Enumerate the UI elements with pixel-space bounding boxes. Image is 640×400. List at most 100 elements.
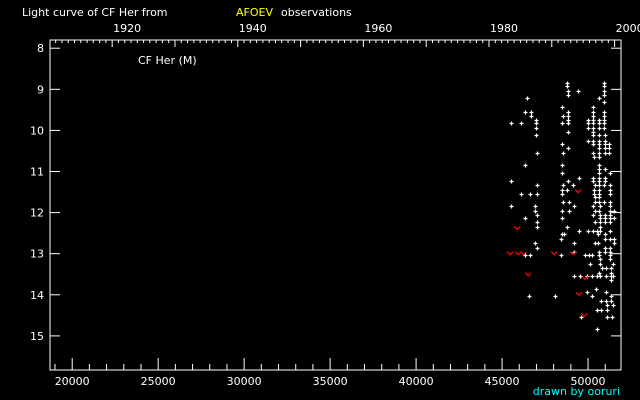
- observation-point: [535, 213, 540, 218]
- observation-point: [535, 246, 540, 251]
- observation-point: [593, 200, 598, 205]
- observation-point: [560, 163, 565, 168]
- observation-point: [603, 142, 608, 147]
- observation-point: [605, 315, 610, 320]
- observation-point: [519, 192, 524, 197]
- top-tick-label: 1980: [490, 22, 518, 35]
- observation-point: [561, 183, 566, 188]
- data-marks: [506, 81, 617, 332]
- observation-point: [590, 253, 595, 258]
- observation-point: [595, 327, 600, 332]
- observation-point: [605, 308, 610, 313]
- x-tick-label: 20000: [55, 375, 90, 388]
- observation-point: [608, 204, 613, 209]
- observation-point: [529, 114, 534, 119]
- observation-point: [612, 216, 617, 221]
- observation-point: [597, 183, 602, 188]
- observation-point: [561, 151, 566, 156]
- upper-limit-point: [519, 251, 527, 256]
- y-tick-label: 14: [30, 289, 44, 302]
- observation-point: [602, 100, 607, 105]
- observation-point: [509, 121, 514, 126]
- observation-point: [597, 146, 602, 151]
- observation-point: [608, 192, 613, 197]
- top-tick-label: 1920: [113, 22, 141, 35]
- observation-point: [528, 192, 533, 197]
- observation-point: [583, 253, 588, 258]
- observation-point: [519, 121, 524, 126]
- observation-point: [566, 130, 571, 135]
- observation-point: [523, 253, 528, 258]
- observation-point: [588, 262, 593, 267]
- observation-point: [608, 188, 613, 193]
- observation-point: [611, 262, 616, 267]
- observation-point: [608, 200, 613, 205]
- observation-point: [598, 262, 603, 267]
- observation-point: [529, 110, 534, 115]
- observation-point: [598, 257, 603, 262]
- observation-point: [597, 163, 602, 168]
- observation-point: [591, 204, 596, 209]
- observation-point: [591, 121, 596, 126]
- observation-point: [605, 303, 610, 308]
- observation-point: [598, 216, 603, 221]
- observation-point: [562, 232, 567, 237]
- observation-point: [603, 237, 608, 242]
- observation-point: [566, 179, 571, 184]
- observation-point: [608, 171, 613, 176]
- observation-point: [608, 253, 613, 258]
- observation-point: [604, 266, 609, 271]
- observation-point: [598, 225, 603, 230]
- upper-limit-point: [580, 312, 588, 318]
- observation-point: [572, 274, 577, 279]
- observation-point: [533, 241, 538, 246]
- observation-point: [607, 151, 612, 156]
- observation-point: [566, 89, 571, 94]
- observation-point: [509, 179, 514, 184]
- observation-point: [571, 183, 576, 188]
- observation-point: [566, 114, 571, 119]
- observation-point: [598, 274, 603, 279]
- observation-point: [602, 200, 607, 205]
- observation-point: [553, 294, 558, 299]
- observation-point: [597, 167, 602, 172]
- observation-point: [602, 89, 607, 94]
- observation-point: [523, 163, 528, 168]
- observation-point: [604, 274, 609, 279]
- observation-point: [602, 114, 607, 119]
- credit-text: drawn by ooruri: [533, 385, 620, 398]
- observation-point: [591, 142, 596, 147]
- observation-point: [565, 84, 570, 89]
- observation-point: [534, 121, 539, 126]
- observation-point: [592, 188, 597, 193]
- observation-point: [602, 121, 607, 126]
- x-tick-label: 40000: [399, 375, 434, 388]
- observation-point: [603, 179, 608, 184]
- observation-point: [590, 274, 595, 279]
- observation-point: [612, 209, 617, 214]
- upper-limit-point: [569, 251, 577, 256]
- observation-point: [561, 114, 566, 119]
- observation-point: [527, 294, 532, 299]
- observation-point: [576, 89, 581, 94]
- observation-point: [597, 142, 602, 147]
- plot-frame: [49, 39, 622, 371]
- observation-point: [608, 257, 613, 262]
- observation-point: [559, 253, 564, 258]
- observation-point: [565, 188, 570, 193]
- observation-point: [572, 241, 577, 246]
- observation-point: [586, 139, 591, 144]
- observation-point: [612, 237, 617, 242]
- observation-point: [533, 209, 538, 214]
- top-tick-label: 2000: [616, 22, 640, 35]
- observation-point: [603, 250, 608, 255]
- observation-point: [608, 229, 613, 234]
- observation-point: [525, 96, 530, 101]
- y-tick-label: 10: [30, 124, 44, 137]
- observation-point: [598, 204, 603, 209]
- observation-point: [609, 266, 614, 271]
- observation-point: [597, 271, 602, 276]
- top-tick-label: 1940: [239, 22, 267, 35]
- x-tick-label: 45000: [485, 375, 520, 388]
